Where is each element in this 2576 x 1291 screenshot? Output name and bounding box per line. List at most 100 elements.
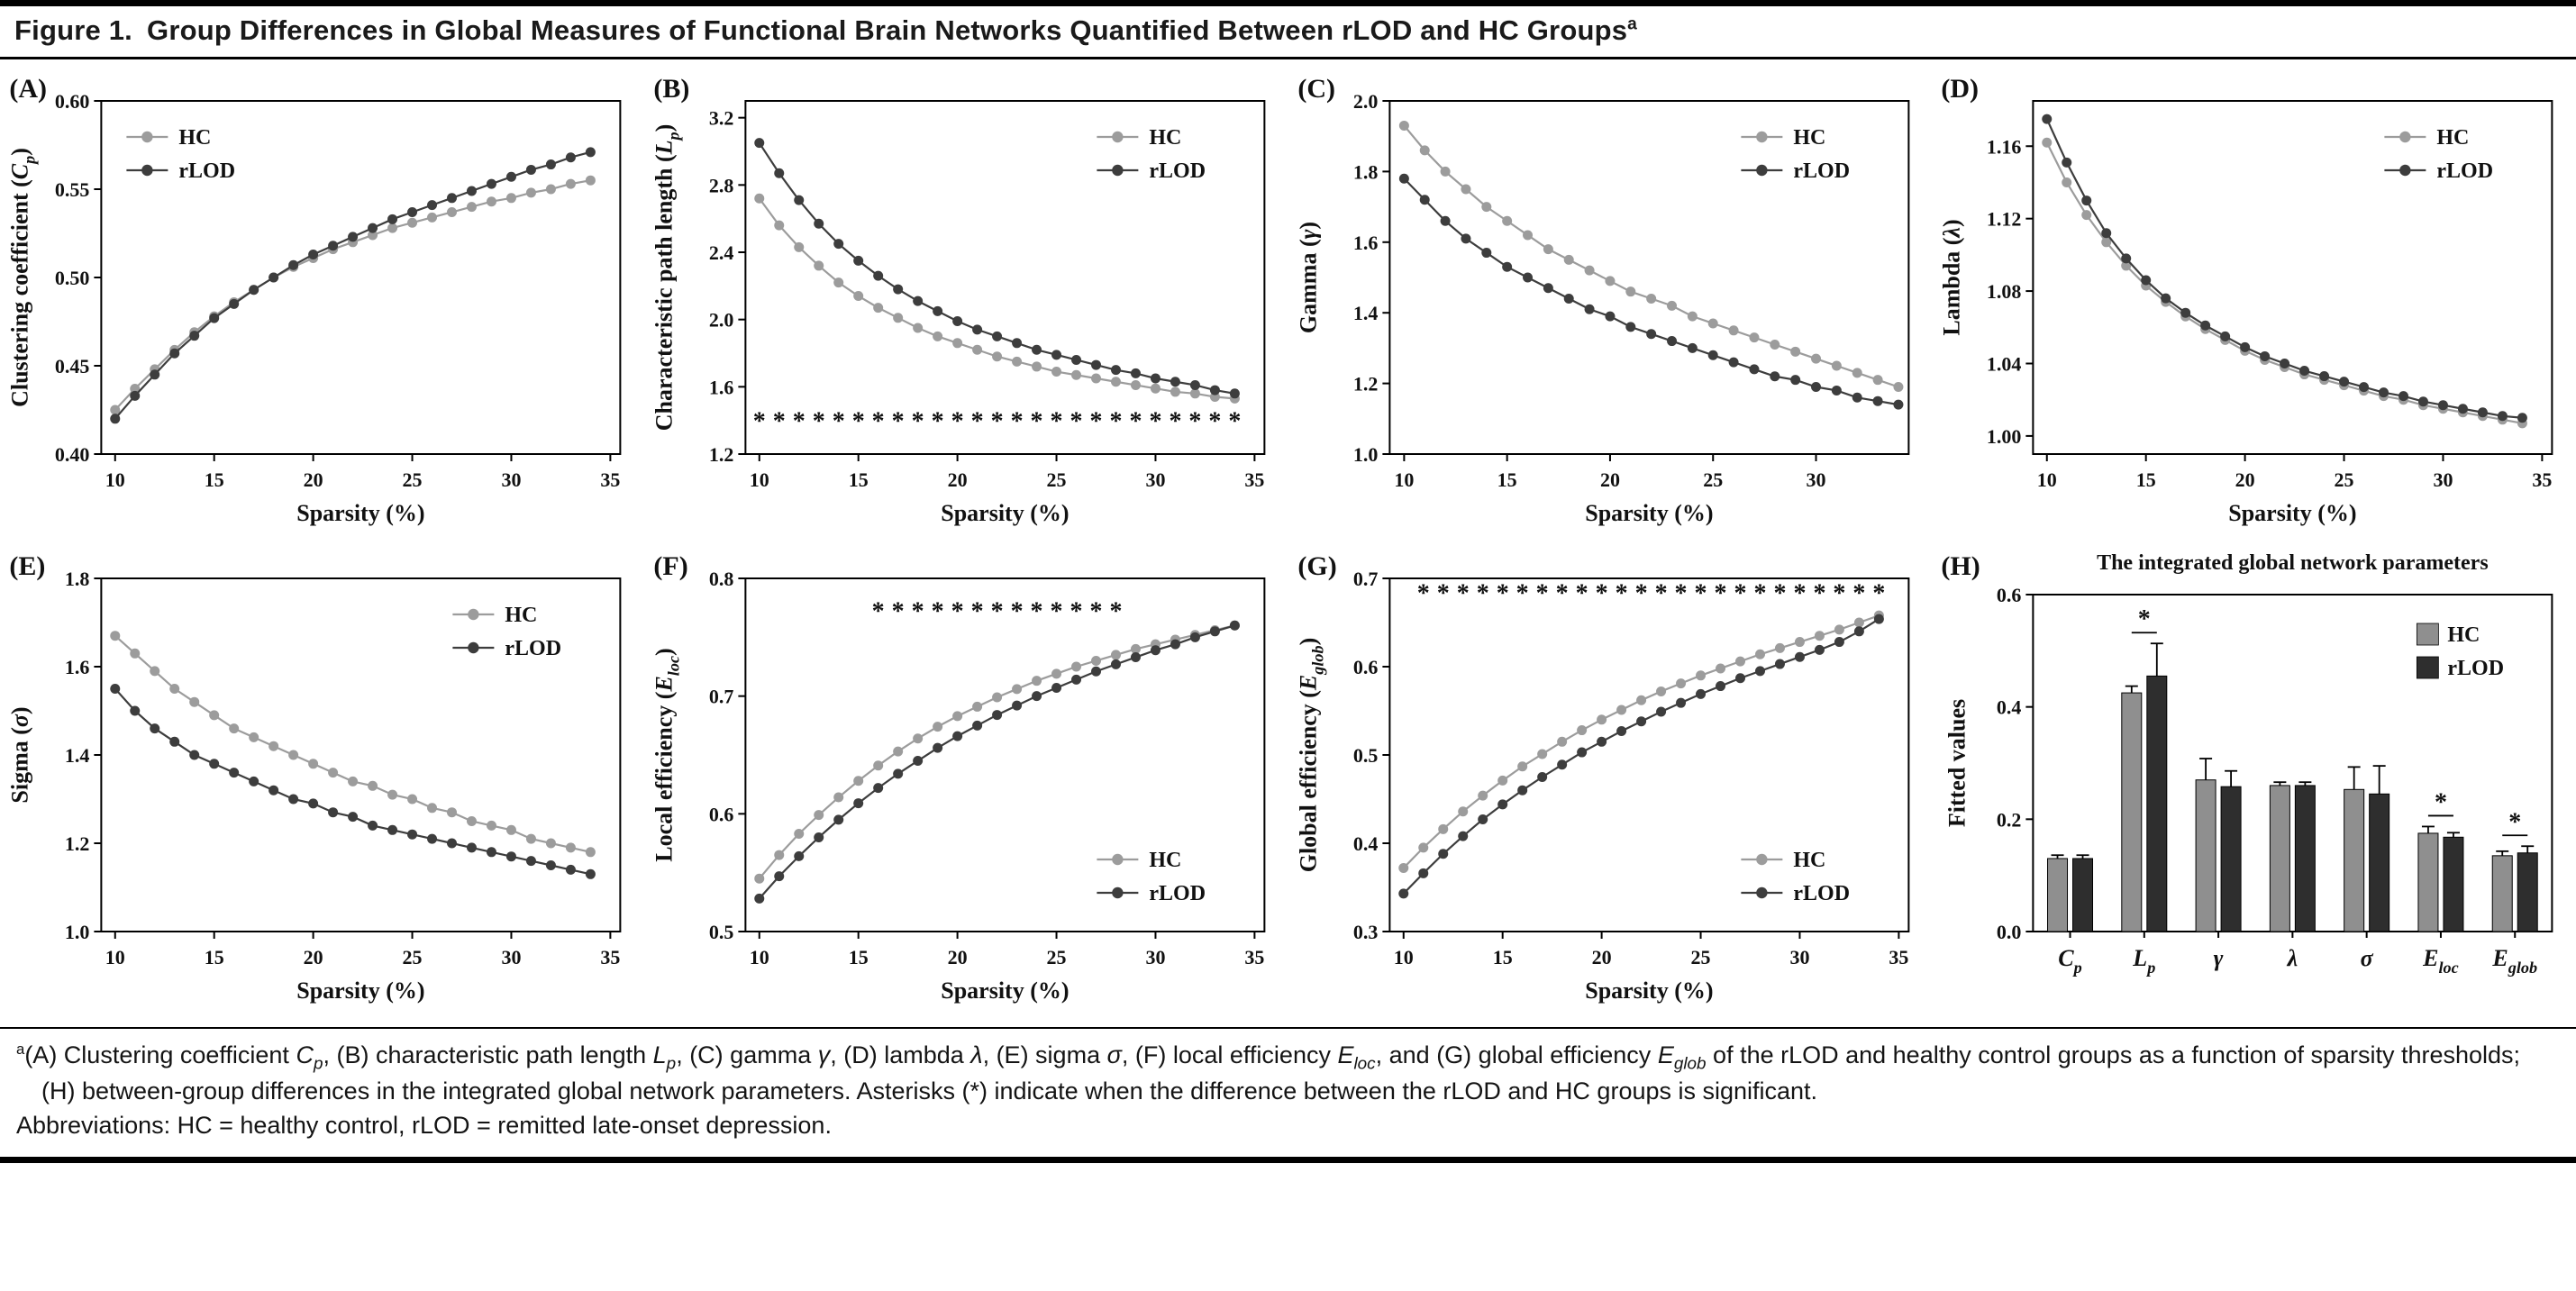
svg-text:15: 15	[848, 468, 868, 491]
svg-text:10: 10	[105, 468, 125, 491]
data-point-marker	[1397, 888, 1408, 899]
data-point-marker	[1675, 678, 1686, 689]
data-point-marker	[833, 814, 843, 825]
data-point-marker	[2379, 387, 2389, 398]
svg-text:*: *	[832, 408, 844, 436]
data-point-marker	[1853, 617, 1864, 628]
data-point-marker	[2121, 260, 2132, 271]
y-axis-ticks: 1.00 1.04 1.08 1.12 1.16	[1987, 135, 2034, 448]
data-point-marker	[110, 414, 121, 424]
svg-text:*: *	[1188, 408, 1201, 436]
svg-text:25: 25	[1046, 468, 1066, 491]
data-point-marker	[1596, 736, 1607, 747]
data-point-marker	[872, 783, 883, 794]
data-point-marker	[1687, 342, 1698, 353]
svg-text:1.2: 1.2	[1352, 373, 1378, 395]
legend-marker	[1755, 886, 1768, 899]
footnote-text: (A) Clustering coefficient Cp, (B) chara…	[24, 1041, 2521, 1105]
data-point-marker	[912, 733, 923, 744]
data-point-marker	[833, 277, 843, 288]
y-axis-ticks: 0.0 0.2 0.4 0.6	[1997, 584, 2034, 943]
data-point-marker	[348, 776, 359, 786]
data-point-marker	[387, 223, 398, 233]
svg-text:0.40: 0.40	[55, 443, 90, 466]
svg-text:*: *	[951, 408, 963, 436]
series-rlod	[2042, 114, 2528, 423]
svg-text:30: 30	[2434, 468, 2453, 491]
legend-label: HC	[1793, 849, 1825, 872]
data-point-marker	[1480, 248, 1491, 259]
chart-svg-panel-c: 10 15 20 25 30 1.0 1.2 1.4 1.6 1.8 2.0 Sparsity (%)…	[1295, 74, 1909, 526]
svg-text:35: 35	[1244, 946, 1264, 968]
svg-text:0.60: 0.60	[55, 90, 90, 113]
data-point-marker	[130, 390, 141, 401]
category-label: γ	[2214, 945, 2224, 971]
data-point-marker	[1051, 668, 1061, 679]
data-point-marker	[169, 736, 180, 747]
legend: HC rLOD	[2417, 623, 2504, 680]
svg-text:10: 10	[750, 468, 769, 491]
data-point-marker	[288, 750, 299, 760]
x-axis-label: Sparsity (%)	[1585, 500, 1713, 526]
data-point-marker	[150, 723, 160, 734]
data-point-marker	[1695, 670, 1706, 681]
data-point-marker	[1834, 637, 1844, 648]
data-point-marker	[1110, 659, 1121, 669]
svg-text:*: *	[2508, 808, 2521, 836]
svg-text:*: *	[1535, 580, 1548, 608]
data-point-marker	[2319, 371, 2330, 382]
data-point-marker	[1477, 790, 1488, 801]
data-point-marker	[2399, 391, 2409, 402]
svg-text:20: 20	[2235, 468, 2255, 491]
svg-text:*: *	[2138, 605, 2151, 633]
svg-text:1.2: 1.2	[709, 443, 734, 466]
svg-text:*: *	[1030, 408, 1042, 436]
data-point-marker	[486, 196, 496, 207]
data-point-marker	[1497, 775, 1507, 786]
svg-text:15: 15	[1492, 946, 1512, 968]
data-point-marker	[1814, 644, 1825, 655]
data-point-marker	[1892, 399, 1903, 410]
svg-text:1.4: 1.4	[1352, 302, 1378, 324]
svg-text:*: *	[990, 597, 1003, 625]
chart-svg-panel-d: 10 15 20 25 30 35 1.00 1.04 1.08 1.12 1.16 Sparsity…	[1939, 74, 2553, 526]
svg-text:20: 20	[1599, 468, 1619, 491]
legend-label: rLOD	[178, 159, 235, 183]
bar	[2491, 855, 2513, 932]
data-point-marker	[110, 684, 121, 694]
data-point-marker	[1011, 700, 1022, 711]
data-point-marker	[1170, 639, 1180, 650]
svg-text:*: *	[1436, 580, 1449, 608]
svg-text:*: *	[1010, 408, 1023, 436]
svg-text:10: 10	[1393, 946, 1413, 968]
data-point-marker	[1130, 652, 1141, 663]
data-point-marker	[1516, 761, 1527, 772]
panel-label: (F)	[653, 551, 687, 581]
data-point-marker	[912, 323, 923, 333]
legend-label: rLOD	[2437, 159, 2494, 183]
svg-text:*: *	[1416, 580, 1429, 608]
legend: HC rLOD	[1740, 126, 1850, 183]
data-point-marker	[892, 284, 903, 295]
data-point-marker	[505, 193, 516, 204]
x-axis-categories: Cp Lp γ λ σ Eloc Eglob	[2059, 932, 2537, 977]
data-point-marker	[1754, 649, 1765, 659]
svg-text:1.6: 1.6	[709, 376, 734, 398]
bar	[2047, 858, 2069, 932]
footnote-abbreviations: Abbreviations: HC = healthy control, rLO…	[16, 1111, 832, 1139]
legend-label: rLOD	[1793, 882, 1850, 905]
svg-text:*: *	[772, 408, 785, 436]
chart-svg-panel-a: 10 15 20 25 30 35 0.40 0.45 0.50 0.55 0.60 Sparsity…	[6, 74, 622, 526]
svg-text:*: *	[871, 597, 884, 625]
data-point-marker	[1810, 353, 1821, 364]
data-point-marker	[1635, 695, 1646, 705]
data-point-marker	[1728, 357, 1739, 368]
data-point-marker	[387, 214, 398, 224]
legend-marker	[1111, 853, 1124, 866]
data-point-marker	[368, 230, 378, 241]
svg-text:0.3: 0.3	[1352, 921, 1378, 943]
svg-text:10: 10	[1394, 468, 1414, 491]
data-point-marker	[150, 666, 160, 677]
data-point-marker	[1748, 332, 1759, 343]
bar	[2195, 779, 2216, 932]
